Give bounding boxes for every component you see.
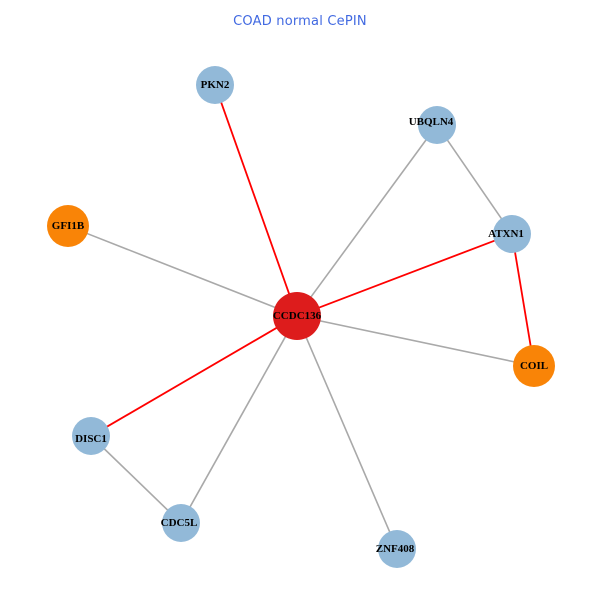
node-circle[interactable] (378, 530, 416, 568)
graph-node[interactable]: ATXN1 (488, 215, 531, 253)
node-circle[interactable] (162, 504, 200, 542)
node-label: ZNF408 (376, 543, 415, 555)
node-layer: CCDC136 PKN2 UBQLN4 ATXN1 COIL GFI1B DISC1 CDC5… (47, 66, 555, 568)
node-label: CCDC136 (273, 310, 322, 322)
graph-edge[interactable] (103, 447, 169, 512)
node-label: PKN2 (201, 79, 230, 91)
graph-node[interactable]: CDC5L (161, 504, 200, 542)
graph-node[interactable]: GFI1B (47, 205, 89, 247)
node-circle[interactable] (513, 345, 555, 387)
graph-node[interactable]: COIL (513, 345, 555, 387)
graph-edge[interactable] (189, 335, 287, 508)
edge-layer (86, 101, 532, 533)
node-circle[interactable] (493, 215, 531, 253)
node-label: UBQLN4 (409, 116, 454, 128)
graph-node[interactable]: DISC1 (72, 417, 110, 455)
graph-edge[interactable] (305, 336, 391, 533)
graph-edge[interactable] (318, 239, 496, 309)
graph-edge[interactable] (106, 326, 278, 428)
graph-edge[interactable] (309, 139, 428, 298)
graph-node[interactable]: CCDC136 (273, 292, 322, 340)
node-circle[interactable] (273, 292, 321, 340)
node-label: CDC5L (161, 517, 198, 529)
node-label: GFI1B (52, 220, 85, 232)
node-circle[interactable] (47, 205, 89, 247)
graph-node[interactable]: ZNF408 (376, 530, 416, 568)
graph-edge[interactable] (319, 319, 515, 363)
node-label: DISC1 (75, 433, 107, 445)
graph-edge[interactable] (220, 101, 291, 295)
graph-node[interactable]: UBQLN4 (409, 106, 456, 144)
graph-node[interactable]: PKN2 (196, 66, 234, 104)
node-label: ATXN1 (488, 228, 524, 240)
graph-edge[interactable] (446, 139, 503, 220)
node-label: COIL (520, 360, 548, 372)
node-circle[interactable] (72, 417, 110, 455)
graph-edge[interactable] (86, 232, 276, 309)
node-circle[interactable] (196, 66, 234, 104)
node-circle[interactable] (418, 106, 456, 144)
graph-edge[interactable] (514, 251, 532, 347)
